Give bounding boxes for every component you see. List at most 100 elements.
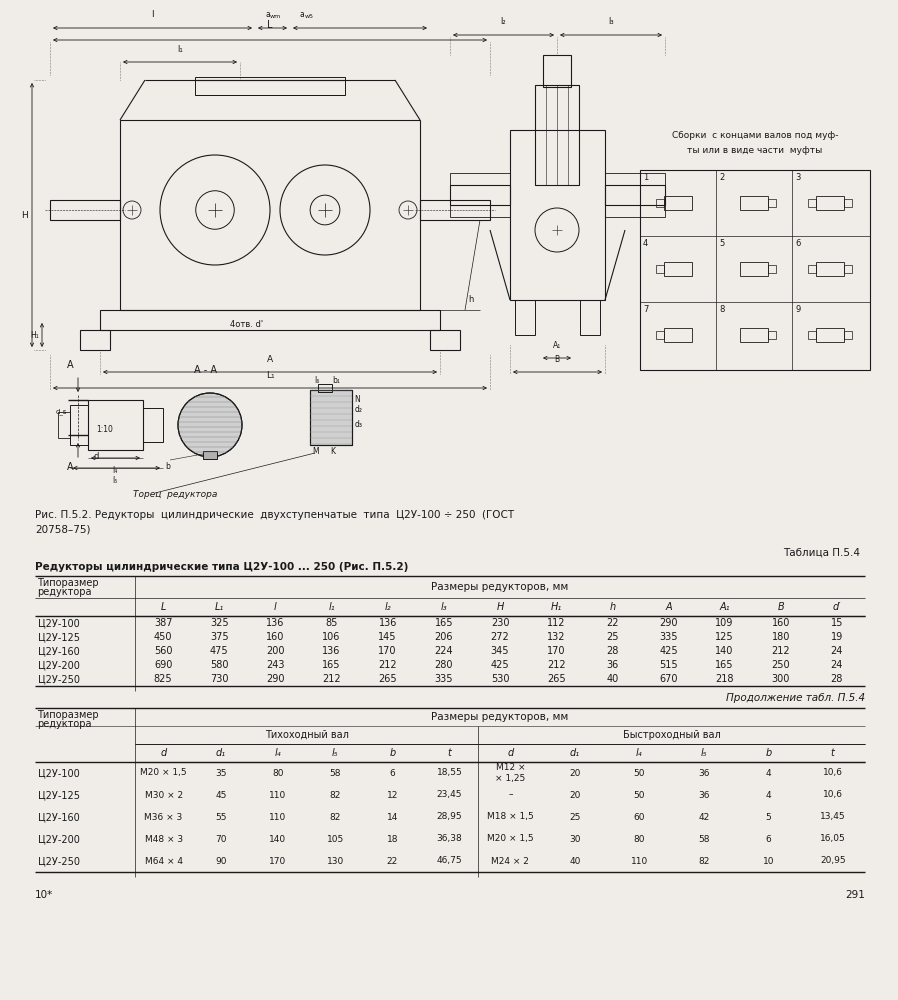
Bar (816, 328, 844, 342)
Bar (80, 330, 110, 350)
Text: d′: d′ (832, 602, 841, 612)
Text: 515: 515 (659, 660, 678, 670)
Text: 82: 82 (698, 856, 709, 865)
Text: 10,6: 10,6 (823, 790, 842, 800)
Text: 375: 375 (210, 632, 229, 642)
Text: М20 × 1,5: М20 × 1,5 (487, 834, 533, 844)
Text: b₁: b₁ (332, 376, 339, 385)
Text: b: b (165, 462, 170, 471)
Text: 140: 140 (716, 646, 734, 656)
Text: 24: 24 (831, 660, 843, 670)
Bar (450, 185, 510, 205)
Text: Редукторы цилиндрические типа Ц2У-100 ... 250 (Рис. П.5.2): Редукторы цилиндрические типа Ц2У-100 ..… (35, 562, 409, 572)
Text: 45: 45 (216, 790, 226, 800)
Text: 9: 9 (795, 305, 800, 314)
Text: Ц2У-250: Ц2У-250 (38, 856, 80, 866)
Text: 1: 1 (643, 173, 648, 182)
Text: М48 × 3: М48 × 3 (145, 834, 182, 844)
Text: 40: 40 (606, 674, 619, 684)
Text: 560: 560 (154, 646, 172, 656)
Text: 212: 212 (322, 674, 341, 684)
Text: b: b (765, 748, 771, 758)
Text: 325: 325 (210, 618, 229, 628)
Text: 125: 125 (716, 632, 734, 642)
Text: 22: 22 (387, 856, 398, 865)
Text: 170: 170 (269, 856, 286, 865)
Bar (664, 196, 692, 210)
Text: 218: 218 (716, 674, 734, 684)
Text: l₂: l₂ (384, 602, 391, 612)
Text: l₄: l₄ (112, 466, 118, 475)
Text: h: h (468, 295, 473, 304)
Bar (656, 331, 664, 339)
Text: 145: 145 (378, 632, 397, 642)
Text: Рис. П.5.2. Редукторы  цилиндрические  двухступенчатые  типа  Ц2У-100 ÷ 250  (ГО: Рис. П.5.2. Редукторы цилиндрические дву… (35, 510, 515, 520)
Text: 290: 290 (266, 674, 285, 684)
Text: L: L (268, 20, 273, 30)
Text: 105: 105 (327, 834, 344, 844)
Text: l₂: l₂ (500, 17, 506, 26)
Text: М64 × 4: М64 × 4 (145, 856, 182, 865)
Text: 230: 230 (490, 618, 509, 628)
Bar (844, 331, 852, 339)
Text: l₅: l₅ (700, 748, 707, 758)
Text: 36: 36 (698, 790, 709, 800)
Bar (740, 328, 768, 342)
Bar (100, 310, 440, 330)
Text: 450: 450 (154, 632, 172, 642)
Text: wm: wm (270, 14, 281, 19)
Text: 80: 80 (272, 768, 284, 778)
Text: Размеры редукторов, мм: Размеры редукторов, мм (431, 712, 568, 722)
Bar (450, 173, 510, 217)
Bar (120, 120, 420, 310)
Text: 50: 50 (634, 768, 645, 778)
Text: Ц2У-160: Ц2У-160 (38, 646, 80, 656)
Bar (605, 185, 665, 205)
Text: N: N (354, 395, 360, 404)
Text: 6: 6 (795, 239, 800, 248)
Text: 212: 212 (378, 660, 397, 670)
Text: 243: 243 (266, 660, 285, 670)
Text: 670: 670 (659, 674, 678, 684)
Text: М20 × 1,5: М20 × 1,5 (140, 768, 187, 778)
Bar (816, 196, 844, 210)
Text: d₂: d₂ (355, 405, 363, 414)
Text: 291: 291 (845, 890, 865, 900)
Text: 224: 224 (435, 646, 453, 656)
Text: d: d (161, 748, 167, 758)
Text: Быстроходный вал: Быстроходный вал (622, 730, 720, 740)
Text: d: d (507, 748, 514, 758)
Text: d: d (93, 452, 99, 461)
Text: l₃: l₃ (441, 602, 447, 612)
Text: 23,45: 23,45 (436, 790, 462, 800)
Text: d_s: d_s (56, 408, 67, 415)
Bar (515, 300, 535, 335)
Text: 30: 30 (569, 834, 581, 844)
Text: 7: 7 (643, 305, 648, 314)
Text: 10*: 10* (35, 890, 53, 900)
Text: 136: 136 (322, 646, 340, 656)
Text: редуктора: редуктора (37, 587, 92, 597)
Bar (203, 451, 217, 459)
Text: Типоразмер: Типоразмер (37, 578, 99, 588)
Text: 335: 335 (659, 632, 678, 642)
Text: 3: 3 (795, 173, 800, 182)
Text: 19: 19 (831, 632, 843, 642)
Text: 130: 130 (327, 856, 344, 865)
Text: Ц2У-125: Ц2У-125 (38, 790, 80, 800)
Text: 200: 200 (266, 646, 285, 656)
Text: 250: 250 (771, 660, 790, 670)
Text: Ц2У-200: Ц2У-200 (38, 834, 80, 844)
Bar (640, 170, 870, 370)
Bar (70, 405, 88, 445)
Text: 4: 4 (765, 768, 771, 778)
Text: a: a (265, 10, 269, 19)
Text: 136: 136 (266, 618, 285, 628)
Text: ты или в виде части  муфты: ты или в виде части муфты (687, 146, 823, 155)
Text: d₃: d₃ (355, 420, 363, 429)
Text: 85: 85 (325, 618, 338, 628)
Bar (656, 199, 664, 207)
Text: М18 × 1,5: М18 × 1,5 (487, 812, 533, 822)
Text: 475: 475 (210, 646, 229, 656)
Bar (844, 265, 852, 273)
